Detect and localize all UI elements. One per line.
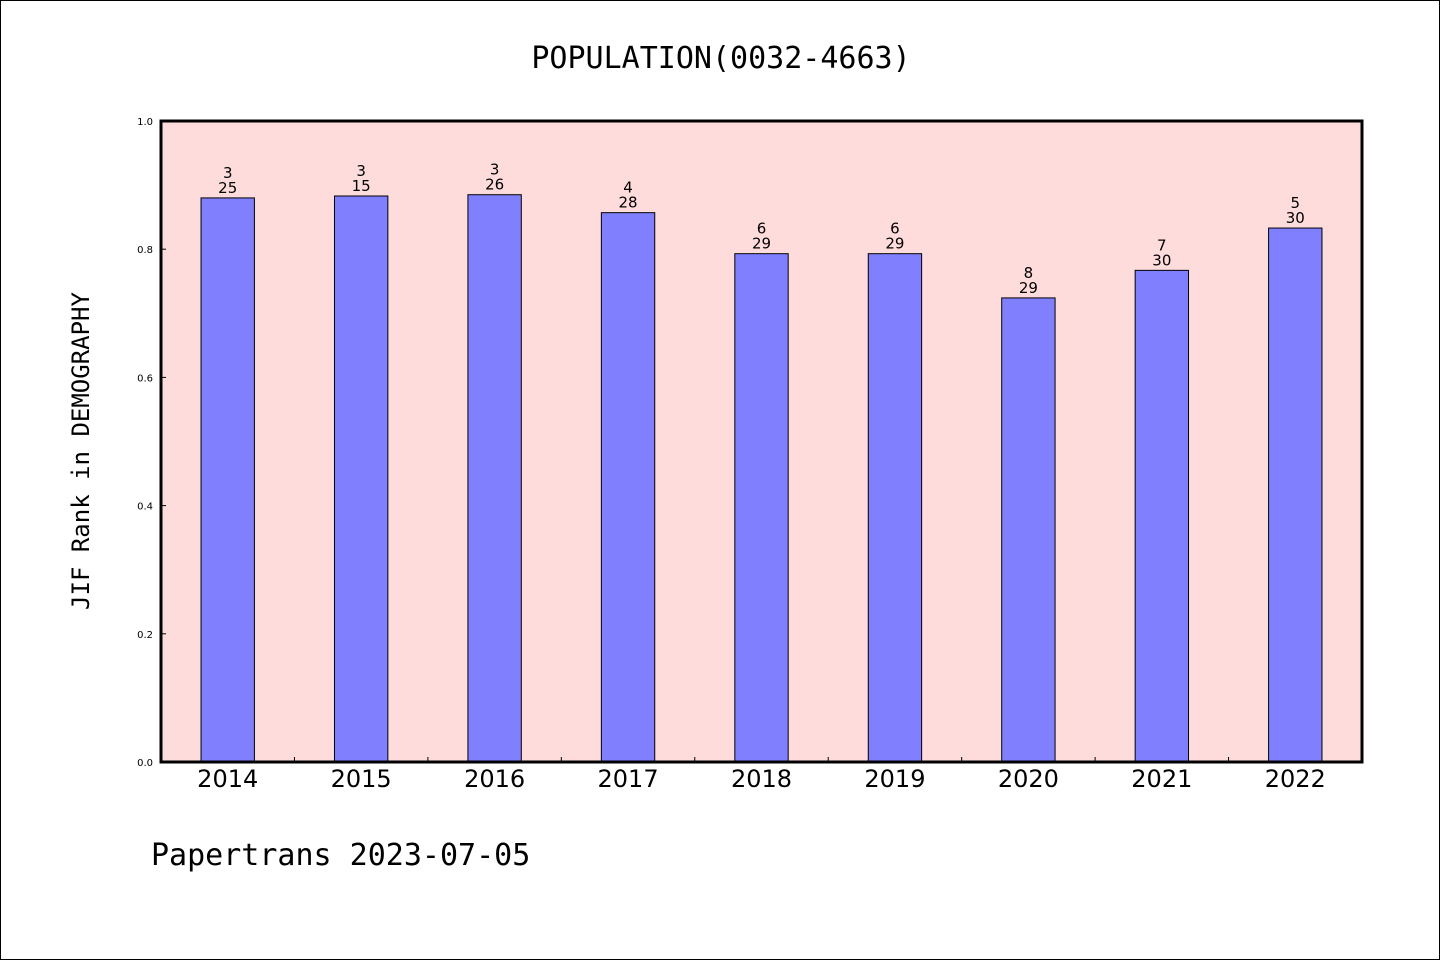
x-tick-label: 2020 — [998, 765, 1059, 793]
x-tick-label: 2016 — [464, 765, 525, 793]
bar-rank-label: 3 — [223, 164, 233, 182]
bar-rank-label: 5 — [1291, 194, 1301, 212]
bar-2018 — [734, 253, 789, 763]
bar-2017 — [600, 212, 656, 763]
bar-total-label: 29 — [1019, 279, 1038, 297]
y-tick-label: 1.0 — [137, 117, 153, 128]
bar-2014 — [200, 197, 255, 763]
bar-rank-label: 6 — [757, 220, 767, 238]
bar-rank-label: 6 — [890, 220, 900, 238]
y-tick-label: 0.0 — [137, 758, 153, 769]
bar-total-label: 28 — [619, 194, 638, 212]
bar-total-label: 29 — [752, 235, 771, 253]
bar-total-label: 25 — [218, 179, 237, 197]
y-axis-label: JIF Rank in DEMOGRAPHY — [67, 292, 95, 610]
x-tick-label: 2014 — [197, 765, 258, 793]
bar-2016 — [467, 194, 522, 763]
x-tick-label: 2017 — [598, 765, 659, 793]
x-tick-label: 2019 — [864, 765, 925, 793]
bar-total-label: 30 — [1152, 251, 1171, 269]
chart-title: POPULATION(0032-4663) — [531, 41, 910, 76]
y-tick-label: 0.8 — [137, 245, 153, 256]
bar-total-label: 29 — [885, 235, 904, 253]
bar-2022 — [1268, 227, 1323, 763]
y-tick-label: 0.4 — [137, 502, 153, 513]
bar-rank-label: 3 — [356, 162, 366, 180]
bar-total-label: 15 — [352, 177, 371, 195]
bar-2015 — [333, 195, 389, 763]
y-tick-label: 0.2 — [137, 630, 153, 641]
bar-total-label: 30 — [1286, 209, 1305, 227]
footer-credit: Papertrans 2023-07-05 — [151, 838, 530, 873]
x-ticks-group: 2014 2015 2016 2017 2018 2019 2020 2021 2022 — [197, 757, 1326, 793]
bar-total-label: 26 — [485, 176, 504, 194]
bar-rank-label: 8 — [1024, 264, 1034, 282]
x-tick-label: 2022 — [1265, 765, 1326, 793]
bar-2021 — [1134, 269, 1190, 763]
bar-rank-label: 3 — [490, 161, 500, 179]
bar-rank-label: 7 — [1157, 236, 1167, 254]
bars-group — [200, 194, 1323, 763]
bar-rank-label: 4 — [623, 179, 633, 197]
y-tick-label: 0.6 — [137, 373, 153, 384]
x-tick-label: 2021 — [1131, 765, 1192, 793]
bar-2019 — [867, 253, 923, 763]
x-tick-label: 2018 — [731, 765, 792, 793]
x-tick-label: 2015 — [331, 765, 392, 793]
plot-border — [159, 119, 1364, 764]
bar-2020 — [1001, 297, 1056, 763]
